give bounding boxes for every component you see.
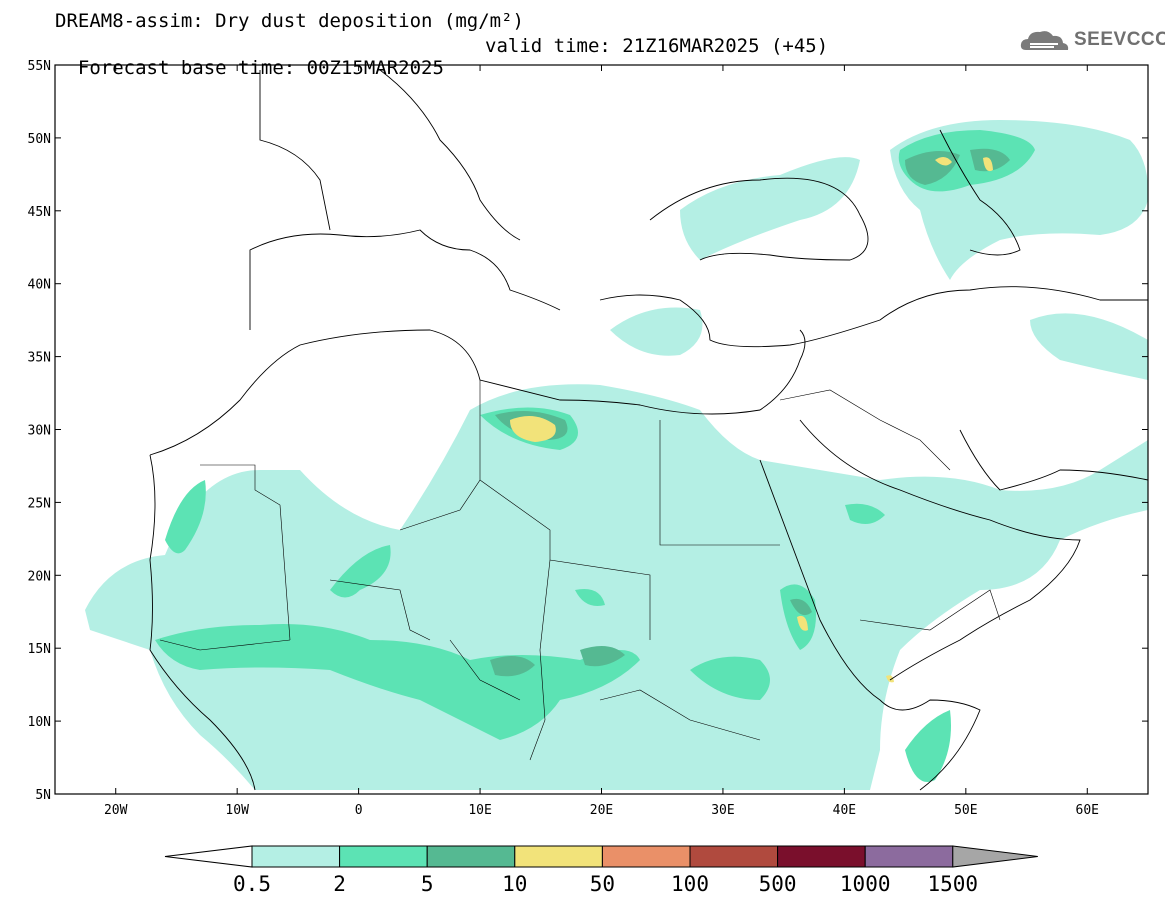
colorbar-label: 0.5 — [233, 872, 271, 896]
lat-tick-label: 30N — [28, 424, 51, 439]
colorbar-label: 10 — [502, 872, 527, 896]
colorbar-swatch — [426, 845, 516, 868]
colorbar-swatch — [689, 845, 779, 868]
country-borders — [159, 380, 1001, 761]
colorbar-swatch — [601, 845, 691, 868]
colorbar: 0.5 2 5 10 50 100 500 1000 1500 — [164, 845, 1038, 896]
lon-tick-label: 0 — [355, 803, 363, 818]
lat-tick-label: 15N — [28, 642, 51, 657]
lat-tick-label: 25N — [28, 496, 51, 511]
colorbar-swatch — [777, 845, 866, 868]
colorbar-label: 1000 — [840, 872, 891, 896]
lat-tick-label: 5N — [35, 788, 51, 803]
lat-tick-label: 40N — [28, 278, 51, 293]
map-title: DREAM8-assim: Dry dust deposition (mg/m²… — [55, 10, 524, 32]
lon-tick-label: 50E — [954, 803, 977, 818]
colorbar-label: 500 — [759, 872, 797, 896]
colorbar-swatch — [514, 845, 603, 868]
lat-tick-label: 45N — [28, 205, 51, 220]
colorbar-label: 2 — [333, 872, 346, 896]
colorbar-under-triangle — [164, 845, 253, 868]
lon-tick-label: 20E — [590, 803, 613, 818]
lon-tick-label: 40E — [833, 803, 856, 818]
lat-tick-label: 10N — [28, 715, 51, 730]
cloud-logo-icon — [1020, 31, 1069, 50]
seevccc-logo: SEEVCCC — [1018, 26, 1165, 56]
forecast-base-time: Forecast base time: 00Z15MAR2025 — [77, 57, 444, 79]
lat-tick-label: 50N — [28, 132, 51, 147]
lat-tick-label: 20N — [28, 569, 51, 584]
colorbar-swatch — [864, 845, 954, 868]
dust-field-layer — [85, 120, 1149, 790]
time-info: Forecast base time: 00Z15MAR2025 valid t… — [55, 35, 828, 101]
colorbar-label: 5 — [421, 872, 434, 896]
colorbar-swatch — [339, 845, 428, 868]
lon-ticks: 20W 10W 0 10E 20E 30E 40E 50E 60E — [104, 65, 1099, 818]
lat-tick-label: 35N — [28, 351, 51, 366]
colorbar-label: 1500 — [928, 872, 979, 896]
colorbar-label: 50 — [590, 872, 615, 896]
lon-tick-label: 10E — [468, 803, 491, 818]
valid-time: valid time: 21Z16MAR2025 (+45) — [485, 35, 829, 57]
lon-tick-label: 10W — [225, 803, 249, 818]
lat-ticks: 55N 50N 45N 40N 35N 30N 25N 20N 15N 10N 5N — [28, 59, 1148, 803]
lon-tick-label: 30E — [711, 803, 734, 818]
colorbar-swatch — [251, 845, 341, 868]
coastlines — [149, 69, 1149, 791]
lon-tick-label: 20W — [104, 803, 128, 818]
colorbar-over-triangle — [952, 845, 1038, 868]
logo-text: SEEVCCC — [1074, 29, 1165, 50]
colorbar-label: 100 — [671, 872, 709, 896]
lat-tick-label: 55N — [28, 59, 51, 74]
lon-tick-label: 60E — [1076, 803, 1099, 818]
